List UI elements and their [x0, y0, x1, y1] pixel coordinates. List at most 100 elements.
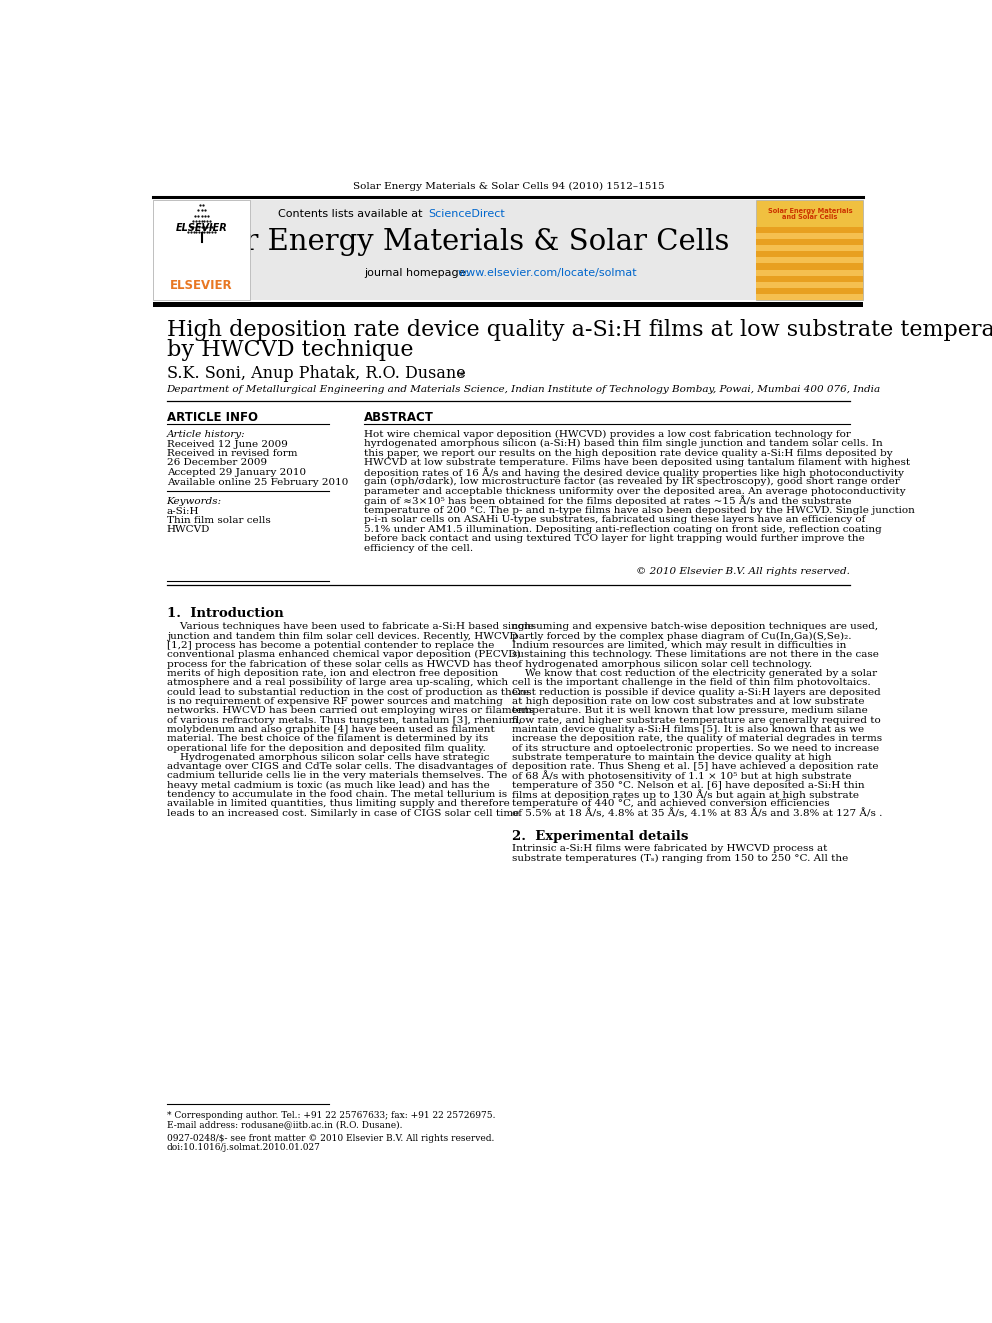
Text: Keywords:: Keywords: — [167, 497, 222, 505]
Text: 0927-0248/$- see front matter © 2010 Elsevier B.V. All rights reserved.: 0927-0248/$- see front matter © 2010 Els… — [167, 1134, 494, 1143]
Text: journal homepage:: journal homepage: — [364, 267, 473, 278]
Text: ELSEVIER: ELSEVIER — [171, 279, 233, 291]
Text: of its structure and optoelectronic properties. So we need to increase: of its structure and optoelectronic prop… — [512, 744, 879, 753]
Text: molybdenum and also graphite [4] have been used as filament: molybdenum and also graphite [4] have be… — [167, 725, 494, 734]
Text: p-i-n solar cells on ASAHi U-type substrates, fabricated using these layers have: p-i-n solar cells on ASAHi U-type substr… — [364, 515, 866, 524]
Text: 5.1% under AM1.5 illumination. Depositing anti-reflection coating on front side,: 5.1% under AM1.5 illumination. Depositin… — [364, 525, 882, 533]
Text: 1.  Introduction: 1. Introduction — [167, 606, 284, 619]
Text: cadmium telluride cells lie in the very materials themselves. The: cadmium telluride cells lie in the very … — [167, 771, 507, 781]
Text: deposition rate. Thus Sheng et al. [5] have achieved a deposition rate: deposition rate. Thus Sheng et al. [5] h… — [512, 762, 878, 771]
Text: deposition rates of 16 Å/s and having the desired device quality properties like: deposition rates of 16 Å/s and having th… — [364, 467, 905, 478]
Text: www.elsevier.com/locate/solmat: www.elsevier.com/locate/solmat — [457, 267, 637, 278]
Bar — [756, 233, 863, 239]
Text: process for the fabrication of these solar cells as HWCVD has the: process for the fabrication of these sol… — [167, 660, 511, 668]
Text: heavy metal cadmium is toxic (as much like lead) and has the: heavy metal cadmium is toxic (as much li… — [167, 781, 489, 790]
Text: sustaining this technology. These limitations are not there in the case: sustaining this technology. These limita… — [512, 651, 878, 659]
Text: this paper, we report our results on the high deposition rate device quality a-S: this paper, we report our results on the… — [364, 448, 893, 458]
Text: hyrdogenated amorphous silicon (a-Si:H) based thin film single junction and tand: hyrdogenated amorphous silicon (a-Si:H) … — [364, 439, 883, 448]
Text: temperature. But it is well known that low pressure, medium silane: temperature. But it is well known that l… — [512, 706, 867, 716]
Text: ScienceDirect: ScienceDirect — [428, 209, 505, 220]
Bar — [756, 226, 863, 233]
Bar — [756, 257, 863, 263]
Text: Intrinsic a-Si:H films were fabricated by HWCVD process at: Intrinsic a-Si:H films were fabricated b… — [512, 844, 827, 853]
Text: Received 12 June 2009: Received 12 June 2009 — [167, 441, 288, 448]
Text: HWCVD: HWCVD — [167, 525, 210, 534]
Bar — [756, 275, 863, 282]
Text: Solar Energy Materials & Solar Cells: Solar Energy Materials & Solar Cells — [181, 228, 729, 255]
Text: gain (σph/σdark), low microstructure factor (as revealed by IR spectroscopy), go: gain (σph/σdark), low microstructure fac… — [364, 478, 900, 487]
Text: *: * — [458, 370, 465, 384]
Text: by HWCVD technique: by HWCVD technique — [167, 339, 413, 361]
Text: Available online 25 February 2010: Available online 25 February 2010 — [167, 478, 348, 487]
Bar — [756, 239, 863, 245]
Text: flow rate, and higher substrate temperature are generally required to: flow rate, and higher substrate temperat… — [512, 716, 880, 725]
Text: atmosphere and a real possibility of large area up-scaling, which: atmosphere and a real possibility of lar… — [167, 679, 508, 688]
Text: Accepted 29 January 2010: Accepted 29 January 2010 — [167, 468, 306, 478]
Text: E-mail address: rodusane@iitb.ac.in (R.O. Dusane).: E-mail address: rodusane@iitb.ac.in (R.O… — [167, 1119, 402, 1129]
Text: advantage over CIGS and CdTe solar cells. The disadvantages of: advantage over CIGS and CdTe solar cells… — [167, 762, 506, 771]
Text: substrate temperature to maintain the device quality at high: substrate temperature to maintain the de… — [512, 753, 831, 762]
Text: partly forced by the complex phase diagram of Cu(In,Ga)(S,Se)₂.: partly forced by the complex phase diagr… — [512, 631, 851, 640]
Text: ELSEVIER: ELSEVIER — [176, 224, 227, 233]
Bar — [756, 263, 863, 270]
Text: leads to an increased cost. Similarly in case of CIGS solar cell time: leads to an increased cost. Similarly in… — [167, 808, 519, 818]
Text: temperature of 440 °C, and achieved conversion efficiencies: temperature of 440 °C, and achieved conv… — [512, 799, 829, 808]
Text: merits of high deposition rate, ion and electron free deposition: merits of high deposition rate, ion and … — [167, 669, 498, 677]
Text: S.K. Soni, Anup Phatak, R.O. Dusane: S.K. Soni, Anup Phatak, R.O. Dusane — [167, 365, 465, 382]
Text: [1,2] process has become a potential contender to replace the: [1,2] process has become a potential con… — [167, 642, 494, 650]
Text: increase the deposition rate, the quality of material degrades in terms: increase the deposition rate, the qualit… — [512, 734, 882, 744]
Text: Solar Energy Materials & Solar Cells 94 (2010) 1512–1515: Solar Energy Materials & Solar Cells 94 … — [352, 183, 665, 191]
Text: networks. HWCVD has been carried out employing wires or filaments: networks. HWCVD has been carried out emp… — [167, 706, 534, 716]
Text: a-Si:H: a-Si:H — [167, 507, 199, 516]
Text: parameter and acceptable thickness uniformity over the deposited area. An averag: parameter and acceptable thickness unifo… — [364, 487, 906, 496]
Text: conventional plasma enhanced chemical vapor deposition (PECVD): conventional plasma enhanced chemical va… — [167, 651, 520, 659]
Bar — [756, 245, 863, 251]
Text: could lead to substantial reduction in the cost of production as there: could lead to substantial reduction in t… — [167, 688, 529, 697]
Text: Hot wire chemical vapor deposition (HWCVD) provides a low cost fabrication techn: Hot wire chemical vapor deposition (HWCV… — [364, 430, 851, 439]
Text: of 5.5% at 18 Å/s, 4.8% at 35 Å/s, 4.1% at 83 Å/s and 3.8% at 127 Å/s .: of 5.5% at 18 Å/s, 4.8% at 35 Å/s, 4.1% … — [512, 808, 882, 819]
Text: Contents lists available at: Contents lists available at — [278, 209, 427, 220]
Text: and Solar Cells: and Solar Cells — [782, 214, 837, 221]
Text: Department of Metallurgical Engineering and Materials Science, Indian Institute : Department of Metallurgical Engineering … — [167, 385, 881, 394]
Bar — [756, 200, 863, 300]
Text: temperature of 200 °C. The p- and n-type films have also been deposited by the H: temperature of 200 °C. The p- and n-type… — [364, 505, 916, 515]
Text: Solar Energy Materials: Solar Energy Materials — [768, 208, 852, 214]
Bar — [756, 288, 863, 294]
Text: ABSTRACT: ABSTRACT — [364, 411, 434, 423]
Text: gain of ≈3×10⁵ has been obtained for the films deposited at rates ~15 Å/s and th: gain of ≈3×10⁵ has been obtained for the… — [364, 495, 852, 507]
Text: Received in revised form: Received in revised form — [167, 450, 298, 458]
Text: efficiency of the cell.: efficiency of the cell. — [364, 544, 473, 553]
Text: 26 December 2009: 26 December 2009 — [167, 458, 267, 467]
Bar — [756, 282, 863, 288]
Text: We know that cost reduction of the electricity generated by a solar: We know that cost reduction of the elect… — [512, 669, 877, 677]
Bar — [756, 251, 863, 257]
Text: cell is the important challenge in the field of thin film photovoltaics.: cell is the important challenge in the f… — [512, 679, 870, 688]
Text: © 2010 Elsevier B.V. All rights reserved.: © 2010 Elsevier B.V. All rights reserved… — [636, 568, 850, 576]
Text: Article history:: Article history: — [167, 430, 245, 439]
Text: Cost reduction is possible if device quality a-Si:H layers are deposited: Cost reduction is possible if device qua… — [512, 688, 880, 697]
Text: Various techniques have been used to fabricate a-Si:H based single: Various techniques have been used to fab… — [167, 622, 534, 631]
Text: of hydrogenated amorphous silicon solar cell technology.: of hydrogenated amorphous silicon solar … — [512, 660, 811, 668]
Text: of 68 Å/s with photosensitivity of 1.1 × 10⁵ but at high substrate: of 68 Å/s with photosensitivity of 1.1 ×… — [512, 770, 851, 782]
Text: Indium resources are limited, which may result in difficulties in: Indium resources are limited, which may … — [512, 642, 846, 650]
Text: temperature of 350 °C. Nelson et al. [6] have deposited a-Si:H thin: temperature of 350 °C. Nelson et al. [6]… — [512, 781, 864, 790]
Text: doi:10.1016/j.solmat.2010.01.027: doi:10.1016/j.solmat.2010.01.027 — [167, 1143, 320, 1152]
Text: Thin film solar cells: Thin film solar cells — [167, 516, 271, 525]
Text: junction and tandem thin film solar cell devices. Recently, HWCVD: junction and tandem thin film solar cell… — [167, 632, 517, 640]
Text: consuming and expensive batch-wise deposition techniques are used,: consuming and expensive batch-wise depos… — [512, 622, 878, 631]
Text: is no requirement of expensive RF power sources and matching: is no requirement of expensive RF power … — [167, 697, 503, 706]
Text: operational life for the deposition and deposited film quality.: operational life for the deposition and … — [167, 744, 485, 753]
Text: maintain device quality a-Si:H films [5]. It is also known that as we: maintain device quality a-Si:H films [5]… — [512, 725, 864, 734]
Bar — [756, 270, 863, 275]
Text: High deposition rate device quality a-Si:H films at low substrate temperature: High deposition rate device quality a-Si… — [167, 319, 992, 341]
Text: material. The best choice of the filament is determined by its: material. The best choice of the filamen… — [167, 734, 488, 744]
Text: films at deposition rates up to 130 Å/s but again at high substrate: films at deposition rates up to 130 Å/s … — [512, 790, 858, 800]
Text: at high deposition rate on low cost substrates and at low substrate: at high deposition rate on low cost subs… — [512, 697, 864, 706]
Text: 2.  Experimental details: 2. Experimental details — [512, 830, 687, 843]
Text: available in limited quantities, thus limiting supply and therefore: available in limited quantities, thus li… — [167, 799, 509, 808]
Bar — [154, 200, 250, 300]
Bar — [154, 302, 863, 307]
Text: substrate temperatures (Tₛ) ranging from 150 to 250 °C. All the: substrate temperatures (Tₛ) ranging from… — [512, 853, 848, 863]
Text: tendency to accumulate in the food chain. The metal tellurium is: tendency to accumulate in the food chain… — [167, 790, 507, 799]
Text: ARTICLE INFO: ARTICLE INFO — [167, 411, 258, 423]
